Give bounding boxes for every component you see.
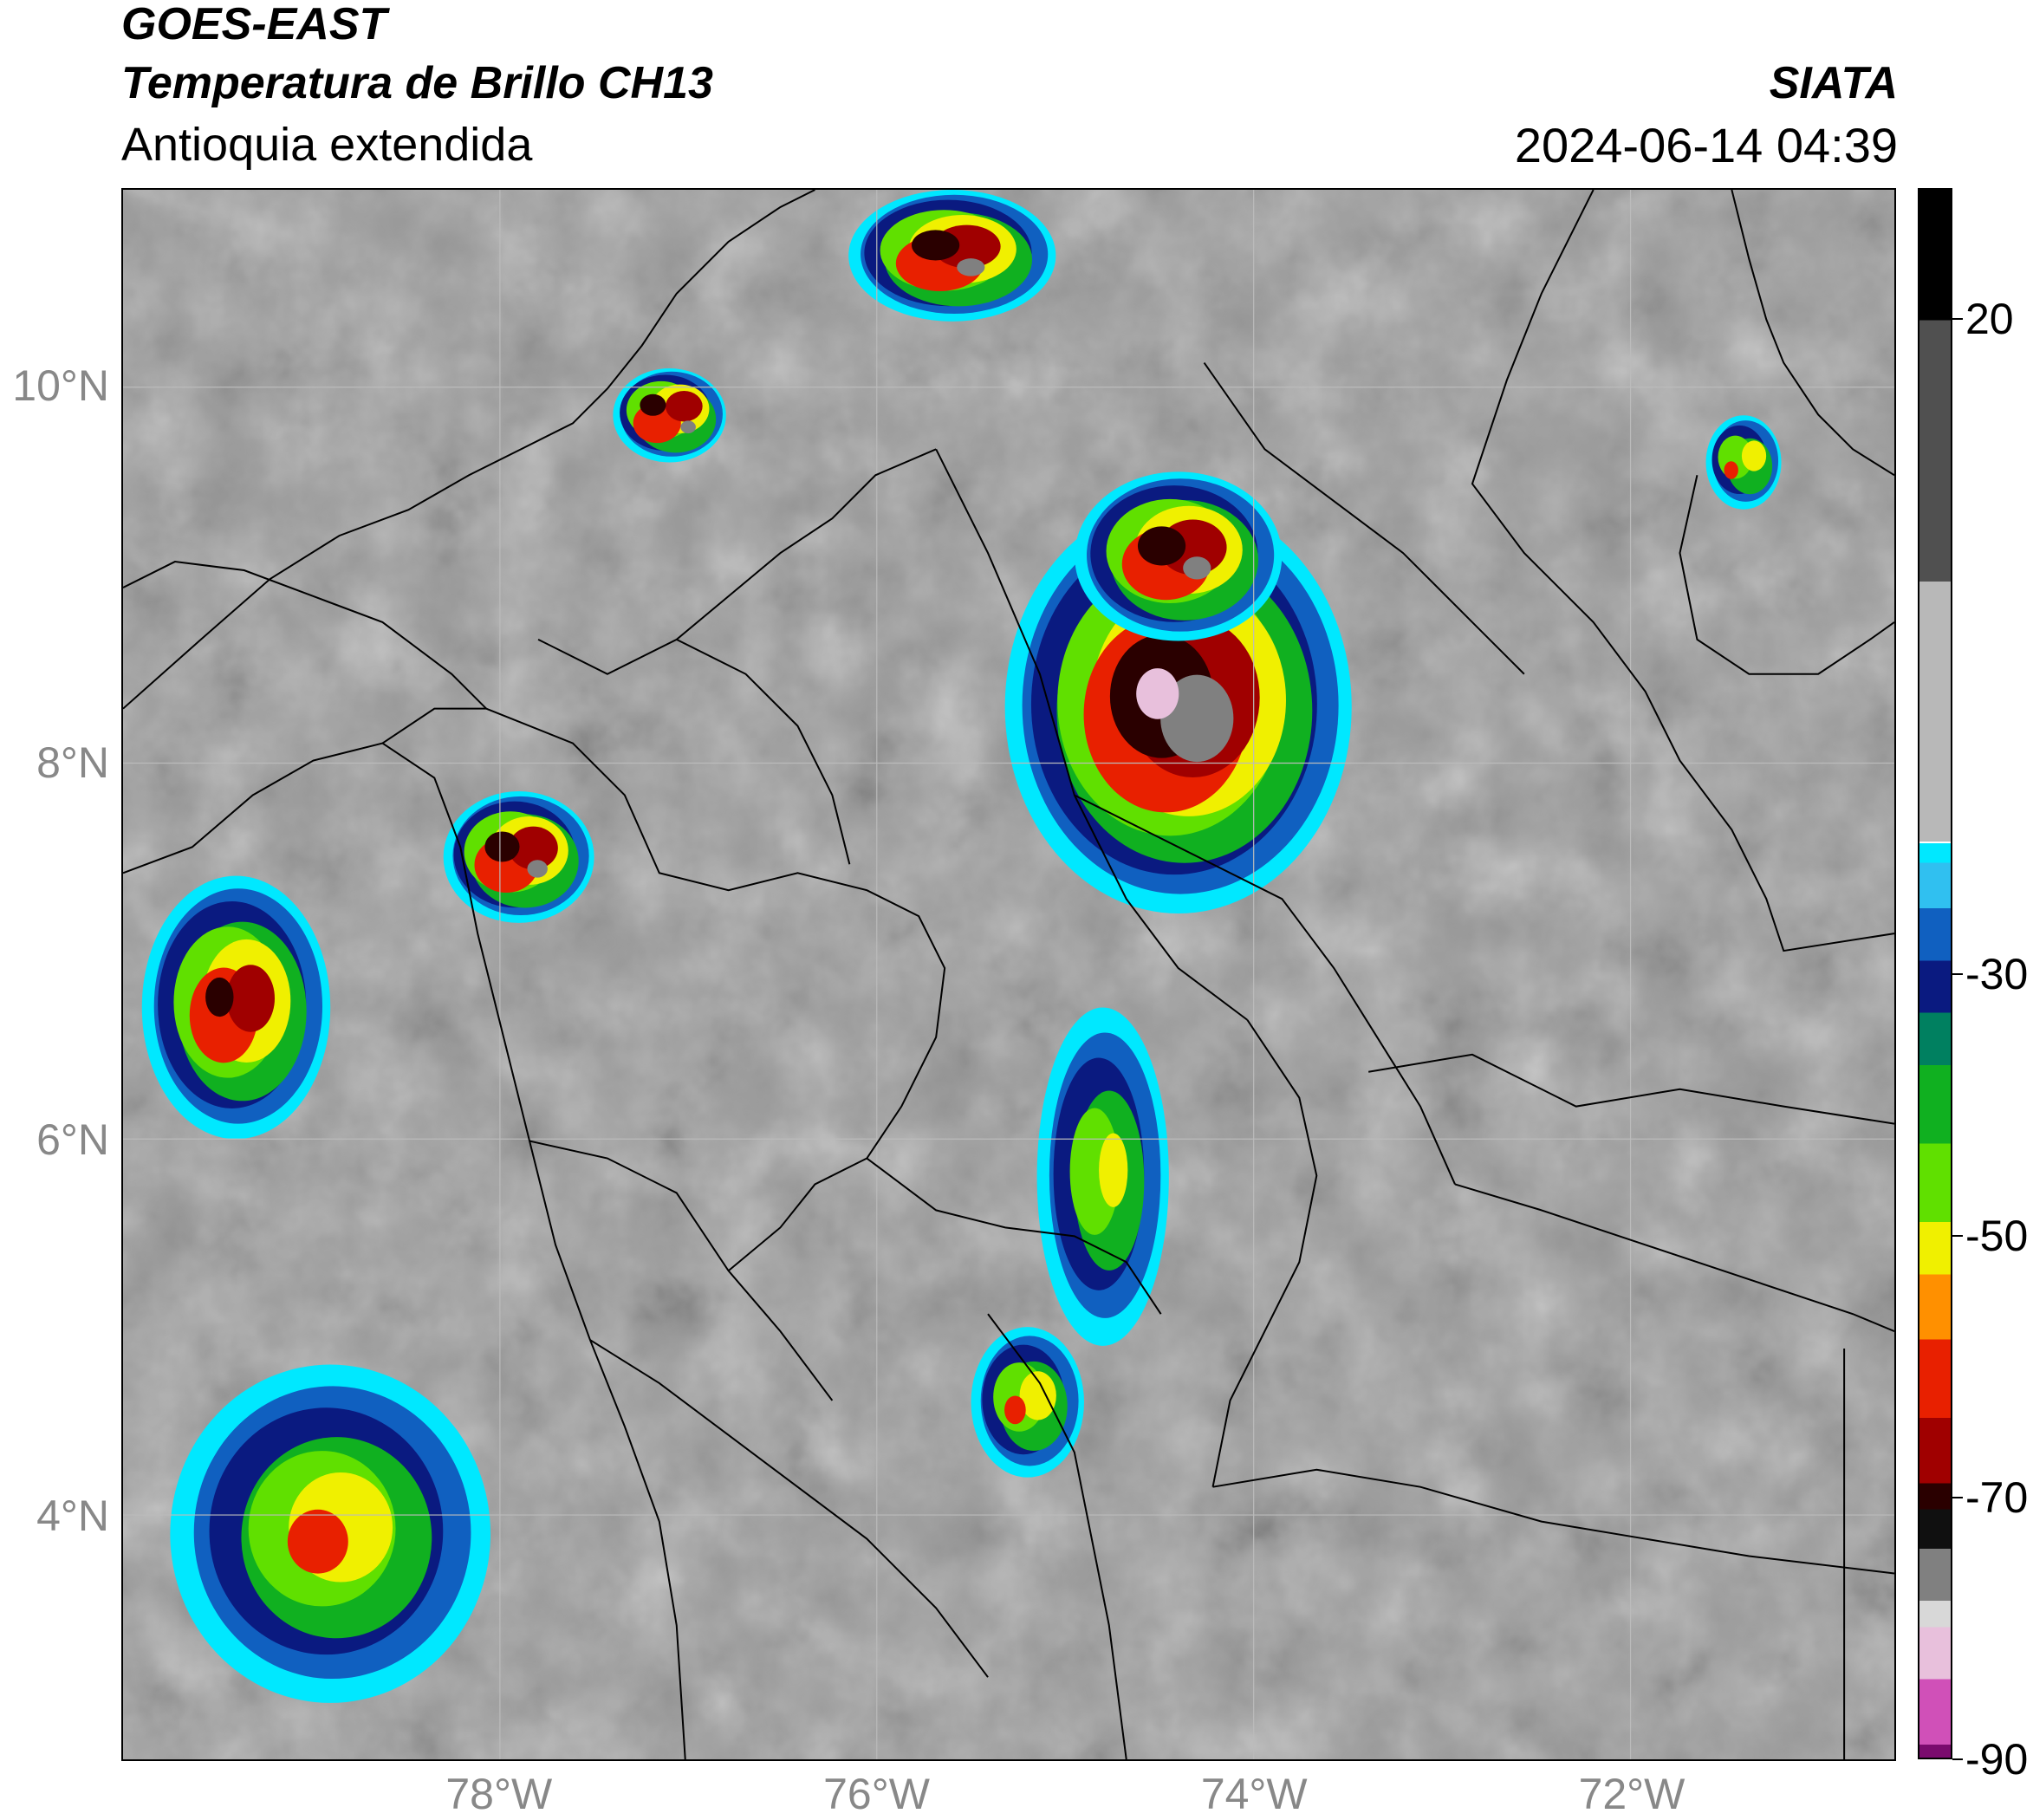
colorbar-tick-label: -90	[1965, 1735, 2029, 1784]
department-boundary-choco	[381, 707, 487, 744]
longitude-label: 72°W	[1578, 1770, 1686, 1818]
timestamp-label: 2024-06-14 04:39	[1514, 118, 1898, 172]
department-boundary-antioquia	[485, 707, 946, 1272]
latitude-label: 6°N	[36, 1115, 109, 1164]
colorbar-tick-mark	[1952, 972, 1963, 975]
product-title: Temperatura de Brillo CH13	[121, 58, 713, 108]
isotherm-band	[527, 860, 548, 878]
political-borders	[123, 190, 1894, 1759]
department-boundary-santander	[1074, 794, 1456, 1185]
colorbar-tick-mark	[1952, 1234, 1963, 1237]
brightness-temperature-map	[121, 188, 1896, 1761]
graticule	[123, 190, 1894, 1759]
latitude-label: 4°N	[36, 1492, 109, 1541]
department-boundary-casanare	[1454, 1183, 1894, 1333]
colorbar-tick-label: -70	[1965, 1472, 2029, 1522]
latitude-label: 10°N	[12, 361, 109, 411]
longitude-label: 78°W	[445, 1770, 553, 1818]
department-boundary-valle	[529, 1140, 834, 1401]
department-boundary-arauca	[1368, 1053, 1894, 1125]
colorbar-tick-label: -30	[1965, 949, 2029, 998]
guajira-peninsula-coast	[1731, 190, 1894, 477]
department-boundary-caldas	[866, 1157, 1162, 1315]
convective-cell-pacific-south	[170, 1364, 491, 1703]
isotherm-band	[226, 965, 275, 1032]
isotherm-band	[666, 391, 703, 422]
isotherm-band	[1136, 668, 1179, 719]
national-border-venezuela	[1471, 190, 1894, 952]
isotherm-band	[640, 393, 666, 416]
department-boundary-cesar	[1203, 361, 1525, 675]
colorbar-tick-label: 20	[1965, 295, 2014, 344]
maracaibo-coast	[1679, 475, 1894, 675]
department-boundary-tolima	[987, 1313, 1127, 1759]
caribbean-coastline	[123, 190, 815, 710]
colorbar-tick-label: -50	[1965, 1211, 2029, 1260]
isotherm-band	[957, 258, 985, 276]
panama-coastline	[123, 561, 487, 710]
department-boundary-meta	[1212, 1468, 1894, 1575]
convective-cell-bolivar	[848, 190, 1056, 322]
organization-label: SIATA	[1769, 58, 1898, 108]
map-canvas	[123, 190, 1894, 1759]
satellite-title: GOES-EAST	[121, 0, 387, 49]
convective-cell-uraba	[443, 791, 594, 923]
colorbar	[1918, 188, 1952, 1759]
convective-cell-north-magdalena	[1075, 471, 1283, 641]
cloud-layer	[141, 190, 1782, 1703]
isotherm-band	[1137, 526, 1186, 566]
isotherm-band	[1183, 556, 1211, 580]
isotherm-band	[287, 1509, 348, 1574]
isotherm-band	[1724, 461, 1738, 479]
longitude-label: 76°W	[823, 1770, 930, 1818]
colorbar-tick-mark	[1952, 318, 1963, 321]
convective-band-magdalena-valley	[1036, 1007, 1169, 1346]
department-boundary-sucre	[676, 638, 851, 865]
longitude-label: 74°W	[1200, 1770, 1308, 1818]
department-boundary-boyaca	[1211, 1019, 1318, 1487]
pacific-coastline	[123, 742, 686, 1759]
isotherm-band	[1741, 440, 1767, 471]
colorbar-tick-mark	[1952, 1758, 1963, 1760]
department-boundary-cauca	[589, 1339, 989, 1678]
isotherm-band	[1004, 1395, 1026, 1425]
isotherm-band	[680, 420, 696, 434]
convective-cell-guajira	[1705, 415, 1782, 510]
isotherm-band	[508, 826, 558, 870]
convective-cell-cordoba	[613, 368, 726, 463]
isotherm-band	[1099, 1133, 1128, 1207]
colorbar-tick-mark	[1952, 1496, 1963, 1498]
isotherm-band	[1160, 674, 1234, 763]
convective-cell-tolima	[971, 1327, 1084, 1478]
isotherm-band	[912, 230, 960, 261]
latitude-label: 8°N	[36, 738, 109, 787]
convective-cell-pacific-west	[141, 875, 331, 1140]
department-boundary-cordoba	[537, 448, 937, 675]
isotherm-band	[484, 831, 520, 862]
isotherm-band	[205, 977, 234, 1017]
region-subtitle: Antioquia extendida	[121, 119, 533, 171]
isotherm-band	[1019, 1371, 1056, 1420]
